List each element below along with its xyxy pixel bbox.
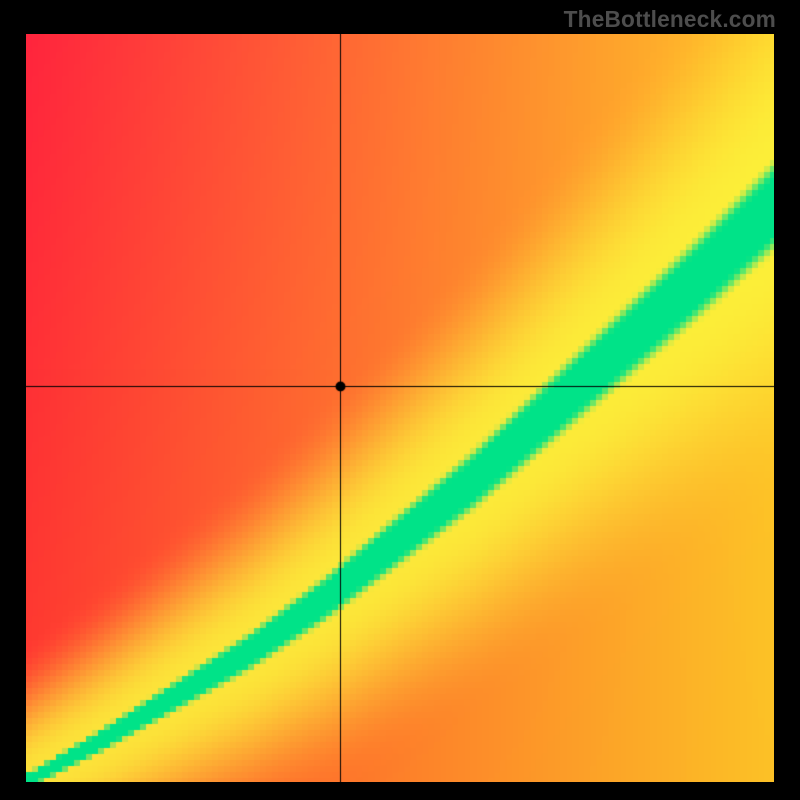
stage: TheBottleneck.com bbox=[0, 0, 800, 800]
bottleneck-heatmap bbox=[26, 34, 774, 782]
watermark-text: TheBottleneck.com bbox=[564, 6, 776, 33]
